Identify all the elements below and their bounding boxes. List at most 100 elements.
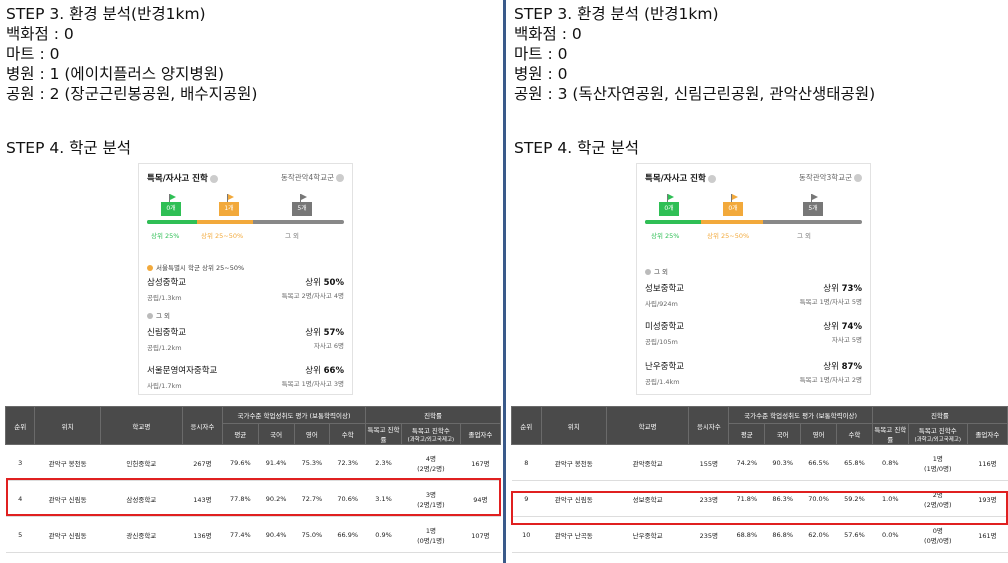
school-detail: 자사고 6명 — [313, 342, 344, 350]
highlight-box — [6, 478, 501, 516]
table-row[interactable]: 3 관악구 봉천동 인헌중학교 267명 79.6% 91.4% 75.3% 72.3% 2… — [5, 444, 501, 481]
rank-bar — [147, 220, 344, 224]
env-title: STEP 3. 환경 분석 (반경1km) — [514, 5, 719, 23]
bar-label-top25: 상위 25% — [651, 232, 680, 240]
flag-other: 5개 — [803, 194, 823, 216]
th-avg: 평균 — [221, 423, 259, 445]
school-name: 성보중학교 — [645, 284, 685, 294]
env-dept-store: 백화점 : 0 — [6, 25, 74, 43]
highlight-box — [511, 491, 1008, 525]
district-label: 동작관악3학교군 — [798, 173, 852, 182]
card-title: 특목/자사고 진학 — [147, 174, 208, 184]
school-name: 서울문영여자중학교 — [147, 366, 218, 376]
flag-top50: 0개 — [723, 194, 743, 216]
school-table: 순위 위치 학교명 응시자수 국가수준 학업성취도 평가 (보통학력이상) 진학… — [4, 406, 502, 553]
th-korean: 국어 — [257, 423, 295, 445]
help-icon[interactable] — [336, 174, 344, 182]
school-rank: 상위 73% — [823, 284, 862, 294]
school-type: 공립/105m — [645, 338, 678, 346]
school-name: 삼성중학교 — [147, 278, 187, 288]
help-icon[interactable] — [209, 174, 218, 183]
rank-flags: 0개 0개 5개 상위 25% 상위 25~50% 그 외 — [645, 194, 862, 246]
school-card: 특목/자사고 진학 동작관악3학교군 0개 0개 5개 상위 25% 상위 25… — [636, 163, 871, 395]
school-item[interactable]: 서울문영여자중학교 상위 66% 사립/1.7km 특목고 1명/자사고 3명 — [147, 364, 344, 390]
flag-count: 5개 — [808, 205, 818, 212]
group-label-text: 그 외 — [654, 268, 669, 276]
school-type: 공립/1.3km — [147, 294, 182, 302]
group-label-text: 그 외 — [156, 312, 171, 320]
th-school: 학교명 — [99, 406, 183, 445]
rank-bar — [645, 220, 862, 224]
th-rate: 특목고 진학률 — [871, 423, 909, 445]
school-item[interactable]: 미성중학교 상위 74% 공립/105m 자사고 5명 — [645, 320, 862, 346]
school-detail: 특목고 2명/자사고 4명 — [281, 292, 344, 300]
school-type: 공립/1.4km — [645, 378, 680, 386]
bar-label-top50: 상위 25~50% — [201, 232, 244, 240]
th-evaluation: 국가수준 학업성취도 평가 (보통학력이상) — [728, 406, 873, 424]
env-mart: 마트 : 0 — [6, 45, 60, 63]
flag-other: 5개 — [292, 194, 312, 216]
th-num: 특목고 진학수 (과학고/외고국제고) — [907, 423, 968, 445]
env-park: 공원 : 2 (장군근린봉공원, 배수지공원) — [6, 85, 258, 103]
table-row[interactable]: 8 관악구 봉천동 관악중학교 155명 74.2% 90.3% 66.5% 65.8% 0… — [511, 444, 1008, 481]
school-rank: 상위 87% — [823, 362, 862, 372]
bar-label-top25: 상위 25% — [151, 232, 180, 240]
flag-count: 0개 — [166, 205, 176, 212]
left-panel: STEP 3. 환경 분석(반경1km) 백화점 : 0 마트 : 0 병원 :… — [0, 0, 503, 563]
school-type: 사립/1.7km — [147, 382, 182, 390]
th-location: 위치 — [540, 406, 607, 445]
env-hospital: 병원 : 1 (에이치플러스 양지병원) — [6, 65, 225, 83]
dot-icon — [147, 313, 153, 319]
th-rate: 특목고 진학률 — [365, 423, 402, 445]
table-row[interactable]: 5 관악구 신림동 광신중학교 136명 77.4% 90.4% 75.0% 66.9% 0… — [5, 516, 501, 553]
school-district[interactable]: 동작관악3학교군 — [799, 172, 862, 183]
card-header: 특목/자사고 진학 동작관악3학교군 — [645, 172, 862, 184]
school-table: 순위 위치 학교명 응시자수 국가수준 학업성취도 평가 (보통학력이상) 진학… — [511, 406, 1008, 553]
table-row[interactable]: 10 관악구 난곡동 난우중학교 235명 68.8% 86.8% 62.0% 57.6% … — [511, 516, 1008, 553]
th-rank: 순위 — [511, 406, 542, 445]
card-title: 특목/자사고 진학 — [645, 174, 706, 184]
flag-count: 5개 — [297, 205, 307, 212]
help-icon[interactable] — [707, 174, 716, 183]
school-item[interactable]: 삼성중학교 상위 50% 공립/1.3km 특목고 2명/자사고 4명 — [147, 276, 344, 302]
panel-divider — [503, 0, 506, 563]
env-analysis: STEP 3. 환경 분석(반경1km) 백화점 : 0 마트 : 0 병원 :… — [6, 4, 257, 104]
school-name: 난우중학교 — [645, 362, 685, 372]
school-rank: 상위 66% — [305, 366, 344, 376]
group-label: 그 외 — [147, 310, 170, 320]
school-detail: 특목고 1명/자사고 2명 — [799, 376, 862, 384]
env-analysis: STEP 3. 환경 분석 (반경1km) 백화점 : 0 마트 : 0 병원 … — [514, 4, 875, 104]
flag-count: 0개 — [728, 205, 738, 212]
school-name: 미성중학교 — [645, 322, 685, 332]
school-type: 사립/924m — [645, 300, 678, 308]
group-label: 그 외 — [645, 266, 668, 276]
th-school: 학교명 — [605, 406, 690, 445]
school-item[interactable]: 신림중학교 상위 57% 공립/1.2km 자사고 6명 — [147, 326, 344, 352]
th-english: 영어 — [293, 423, 331, 445]
dot-icon — [147, 265, 153, 271]
th-math: 수학 — [329, 423, 367, 445]
flag-count: 0개 — [664, 205, 674, 212]
district-label: 동작관악4학교군 — [280, 173, 334, 182]
th-evaluation: 국가수준 학업성취도 평가 (보통학력이상) — [221, 406, 367, 424]
school-rank: 상위 74% — [823, 322, 862, 332]
help-icon[interactable] — [854, 174, 862, 182]
flag-count: 1개 — [224, 205, 234, 212]
th-grad: 졸업자수 — [459, 423, 502, 445]
school-analysis-title: STEP 4. 학군 분석 — [6, 139, 132, 157]
school-item[interactable]: 성보중학교 상위 73% 사립/924m 특목고 1명/자사고 5명 — [645, 282, 862, 308]
school-item[interactable]: 난우중학교 상위 87% 공립/1.4km 특목고 1명/자사고 2명 — [645, 360, 862, 386]
th-location: 위치 — [34, 406, 101, 445]
school-rank: 상위 50% — [305, 278, 344, 288]
table-row-highlighted[interactable]: 4 관악구 신림동 삼성중학교 143명 77.8% 90.2% 72.7% 70.6% 3… — [5, 480, 501, 517]
school-district[interactable]: 동작관악4학교군 — [281, 172, 344, 183]
env-dept-store: 백화점 : 0 — [514, 25, 582, 43]
flag-top25: 0개 — [659, 194, 679, 216]
flag-top50: 1개 — [219, 194, 239, 216]
env-mart: 마트 : 0 — [514, 45, 568, 63]
flag-top25: 0개 — [161, 194, 181, 216]
right-panel: STEP 3. 환경 분석 (반경1km) 백화점 : 0 마트 : 0 병원 … — [508, 0, 1008, 563]
card-header: 특목/자사고 진학 동작관악4학교군 — [147, 172, 344, 184]
th-count: 응시자수 — [688, 406, 730, 445]
table-row-highlighted[interactable]: 9 관악구 신림동 성보중학교 233명 71.8% 86.3% 70.0% 59.2% 1… — [511, 480, 1008, 517]
